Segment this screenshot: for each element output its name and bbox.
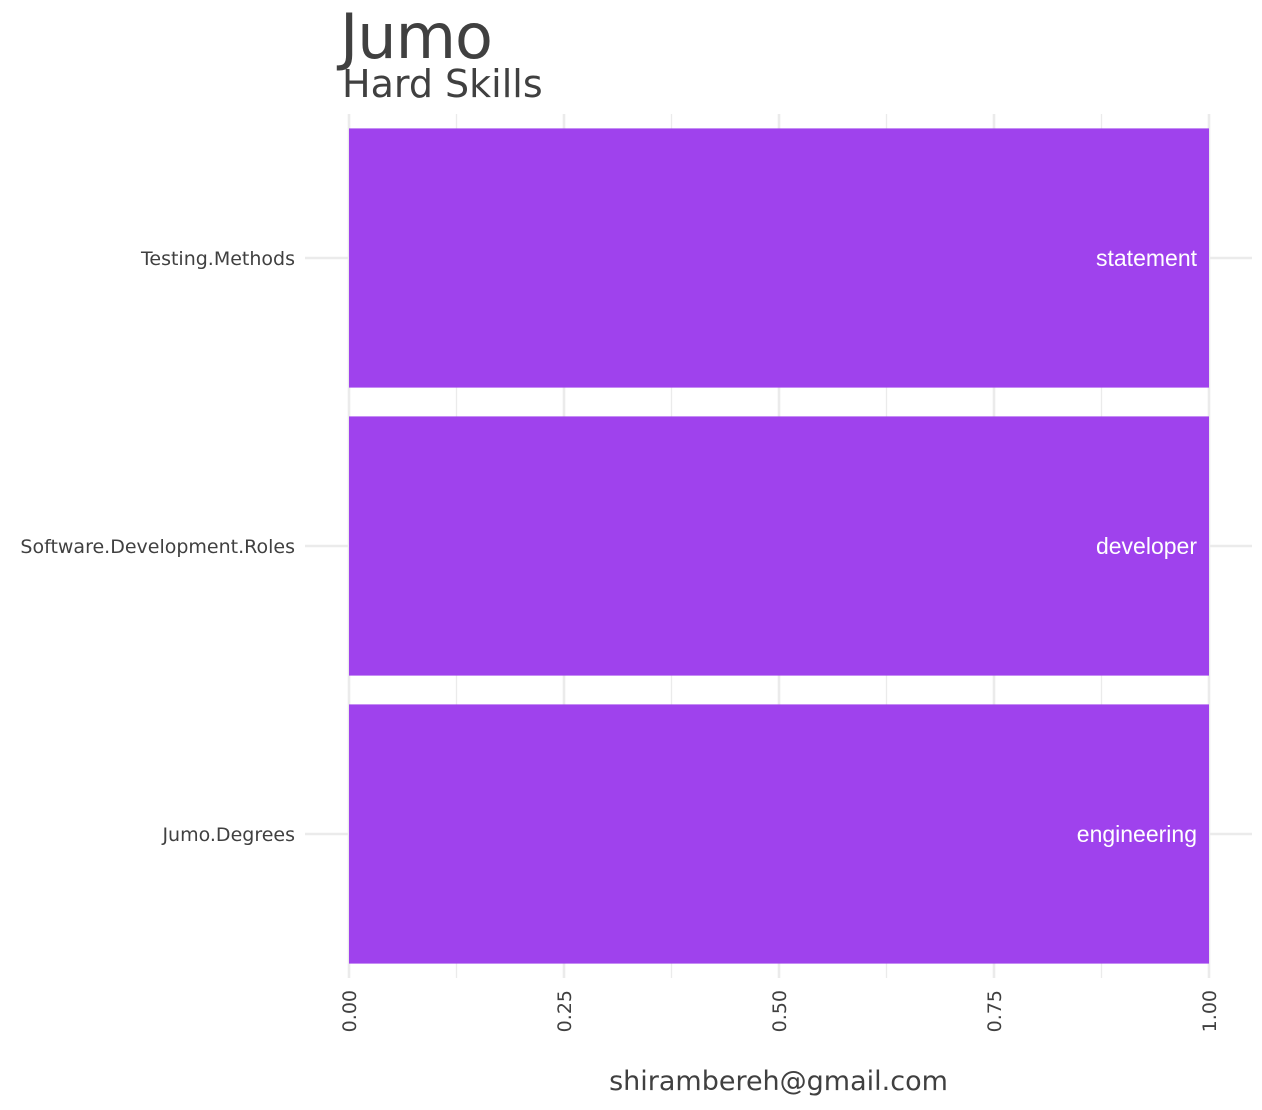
x-axis-labels: 0.00 0.25 0.50 0.75 1.00 — [339, 990, 1221, 1032]
chart-title: Jumo — [340, 0, 493, 73]
bar — [349, 128, 1209, 388]
y-tick-label: Jumo.Degrees — [161, 824, 295, 846]
bar-label: statement — [1096, 245, 1198, 271]
y-tick-label: Testing.Methods — [140, 248, 295, 270]
bar-label: engineering — [1077, 821, 1197, 847]
y-axis-labels: Jumo.Degrees Software.Development.Roles Te… — [20, 248, 295, 846]
bar-label: developer — [1096, 533, 1197, 559]
chart-caption: shirambereh@gmail.com — [609, 1066, 948, 1097]
x-tick-label: 0.25 — [554, 990, 576, 1032]
y-tick-label: Software.Development.Roles — [20, 536, 295, 558]
bar — [349, 416, 1209, 676]
bars: engineering developer statement — [349, 128, 1209, 964]
x-tick-label: 0.50 — [769, 990, 791, 1032]
chart-subtitle: Hard Skills — [342, 62, 543, 106]
x-tick-label: 0.00 — [339, 990, 361, 1032]
bar — [349, 704, 1209, 964]
x-tick-label: 1.00 — [1199, 990, 1221, 1032]
x-tick-label: 0.75 — [984, 990, 1006, 1032]
